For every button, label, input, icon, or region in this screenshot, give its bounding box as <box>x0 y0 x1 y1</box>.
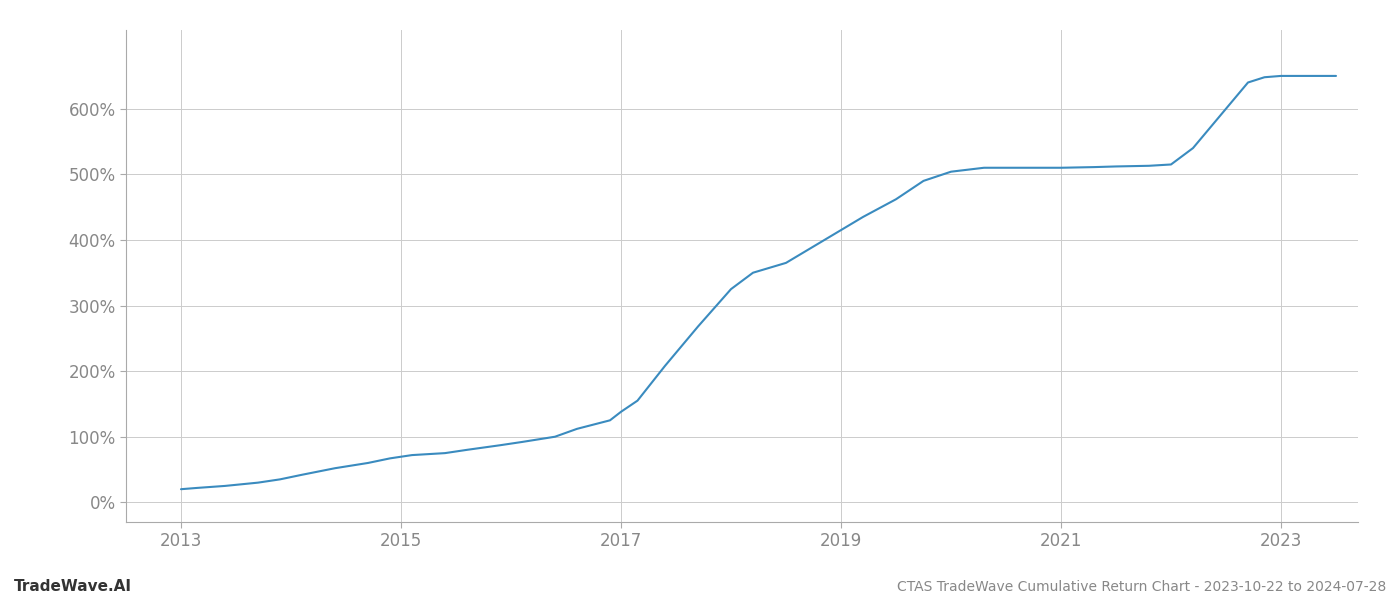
Text: CTAS TradeWave Cumulative Return Chart - 2023-10-22 to 2024-07-28: CTAS TradeWave Cumulative Return Chart -… <box>897 580 1386 594</box>
Text: TradeWave.AI: TradeWave.AI <box>14 579 132 594</box>
